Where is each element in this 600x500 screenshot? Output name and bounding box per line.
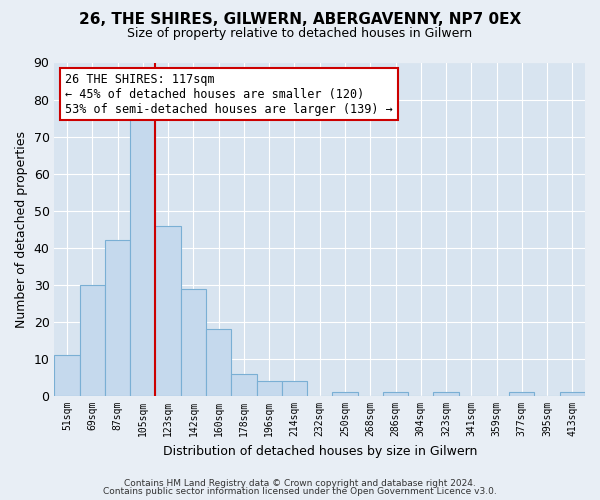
Text: 26 THE SHIRES: 117sqm
← 45% of detached houses are smaller (120)
53% of semi-det: 26 THE SHIRES: 117sqm ← 45% of detached … [65, 72, 393, 116]
Bar [433, 392, 458, 396]
Bar [155, 226, 181, 396]
Bar [509, 392, 535, 396]
Text: Contains HM Land Registry data © Crown copyright and database right 2024.: Contains HM Land Registry data © Crown c… [124, 478, 476, 488]
Text: Contains public sector information licensed under the Open Government Licence v3: Contains public sector information licen… [103, 487, 497, 496]
Bar [560, 392, 585, 396]
Bar [130, 118, 155, 396]
Bar [231, 374, 257, 396]
Bar [383, 392, 408, 396]
Text: 26, THE SHIRES, GILWERN, ABERGAVENNY, NP7 0EX: 26, THE SHIRES, GILWERN, ABERGAVENNY, NP… [79, 12, 521, 28]
X-axis label: Distribution of detached houses by size in Gilwern: Distribution of detached houses by size … [163, 444, 477, 458]
Bar [206, 330, 231, 396]
Bar [105, 240, 130, 396]
Text: Size of property relative to detached houses in Gilwern: Size of property relative to detached ho… [127, 28, 473, 40]
Bar [80, 285, 105, 396]
Bar [257, 381, 282, 396]
Bar [181, 288, 206, 396]
Bar [55, 356, 80, 396]
Bar [332, 392, 358, 396]
Y-axis label: Number of detached properties: Number of detached properties [15, 131, 28, 328]
Bar [282, 381, 307, 396]
